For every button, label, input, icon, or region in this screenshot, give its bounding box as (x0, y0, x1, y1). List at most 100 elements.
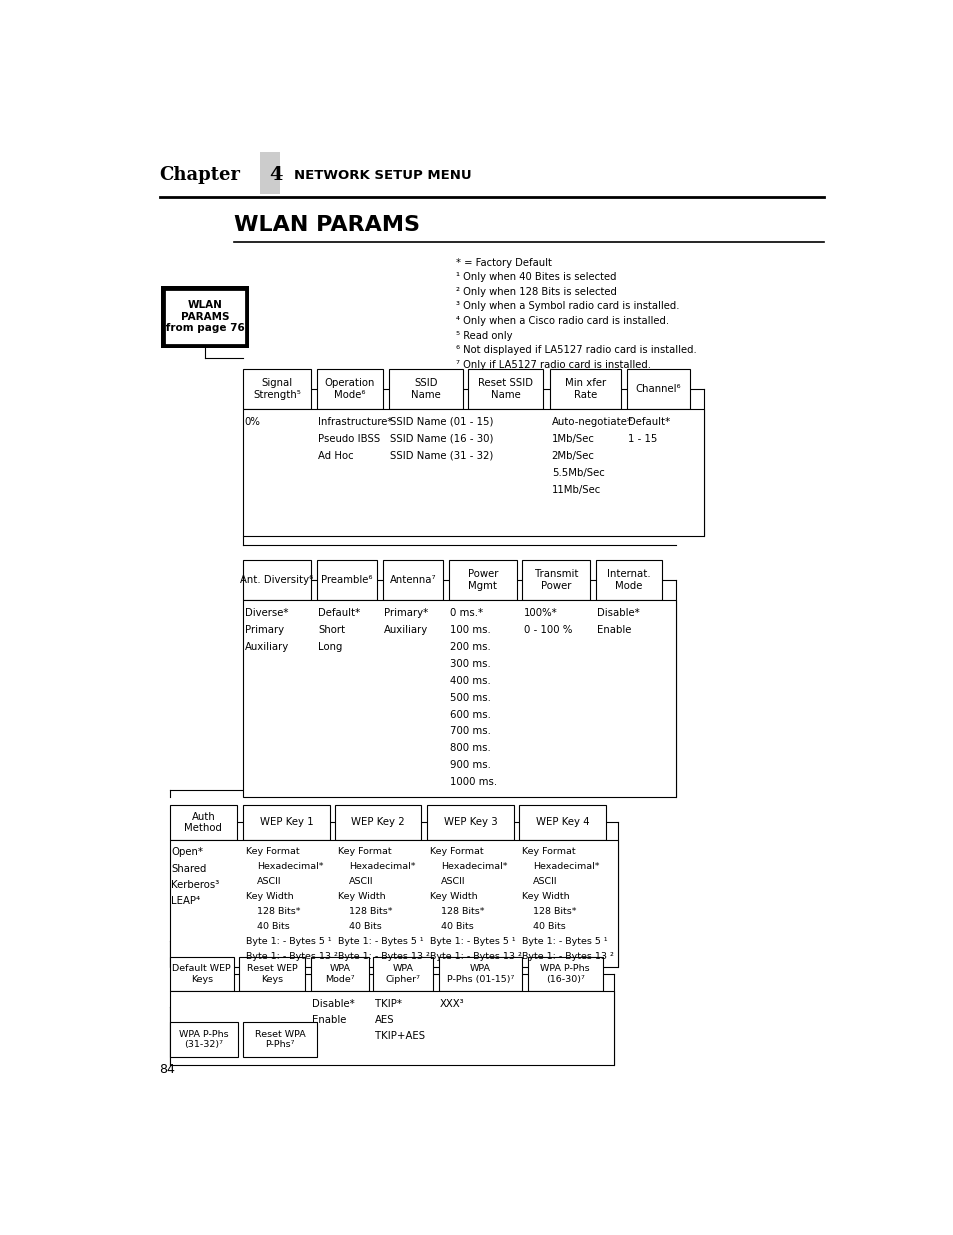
Text: Hexadecimal*: Hexadecimal* (348, 862, 415, 872)
Text: WEP Key 4: WEP Key 4 (536, 818, 589, 827)
Text: 500 ms.: 500 ms. (450, 693, 491, 703)
Text: 100 ms.: 100 ms. (450, 625, 491, 635)
FancyBboxPatch shape (311, 957, 369, 992)
Text: 5.5Mb/Sec: 5.5Mb/Sec (551, 468, 604, 478)
Text: 100%*: 100%* (523, 608, 557, 618)
Text: Reset SSID
Name: Reset SSID Name (477, 378, 533, 400)
Text: Byte 1: - Bytes 13 ²: Byte 1: - Bytes 13 ² (430, 952, 521, 962)
Text: 4: 4 (270, 167, 283, 184)
Text: TKIP+AES: TKIP+AES (375, 1031, 425, 1041)
Text: 40 Bits: 40 Bits (348, 923, 381, 931)
Text: * = Factory Default: * = Factory Default (456, 258, 552, 268)
Text: Key Format: Key Format (521, 847, 576, 856)
Text: 40 Bits: 40 Bits (533, 923, 565, 931)
FancyBboxPatch shape (521, 561, 590, 600)
FancyBboxPatch shape (427, 805, 513, 840)
FancyBboxPatch shape (389, 369, 462, 409)
Text: Power
Mgmt: Power Mgmt (467, 569, 497, 592)
Text: Transmit
Power: Transmit Power (534, 569, 578, 592)
Text: WPA
Cipher⁷: WPA Cipher⁷ (385, 965, 420, 984)
FancyBboxPatch shape (382, 561, 443, 600)
Text: 11Mb/Sec: 11Mb/Sec (551, 484, 600, 495)
FancyBboxPatch shape (335, 805, 421, 840)
Text: ² Only when 128 Bits is selected: ² Only when 128 Bits is selected (456, 287, 617, 296)
Text: 2Mb/Sec: 2Mb/Sec (551, 451, 594, 461)
Text: Signal
Strength⁵: Signal Strength⁵ (253, 378, 300, 400)
Text: Byte 1: - Bytes 5 ¹: Byte 1: - Bytes 5 ¹ (337, 937, 423, 946)
FancyBboxPatch shape (448, 561, 517, 600)
Text: Reset WPA
P-Phs⁷: Reset WPA P-Phs⁷ (254, 1030, 305, 1050)
Text: Default WEP
Keys: Default WEP Keys (172, 965, 231, 984)
Text: Infrastructure*: Infrastructure* (318, 417, 393, 427)
Text: WPA P-Phs
(16-30)⁷: WPA P-Phs (16-30)⁷ (540, 965, 590, 984)
Text: LEAP⁴: LEAP⁴ (171, 895, 200, 905)
FancyBboxPatch shape (438, 957, 521, 992)
Text: Primary: Primary (245, 625, 284, 635)
Text: 84: 84 (159, 1063, 175, 1076)
Text: Key Format: Key Format (337, 847, 391, 856)
Text: Auxiliary: Auxiliary (245, 642, 289, 652)
Text: 900 ms.: 900 ms. (450, 761, 491, 771)
Text: 300 ms.: 300 ms. (450, 658, 491, 668)
Text: 128 Bits*: 128 Bits* (440, 908, 484, 916)
FancyBboxPatch shape (518, 805, 605, 840)
Text: Hexadecimal*: Hexadecimal* (440, 862, 507, 872)
FancyBboxPatch shape (596, 561, 661, 600)
Text: TKIP*: TKIP* (375, 999, 401, 1009)
Text: Reset WEP
Keys: Reset WEP Keys (247, 965, 297, 984)
Text: Diverse*: Diverse* (245, 608, 288, 618)
Text: SSID Name (31 - 32): SSID Name (31 - 32) (390, 451, 494, 461)
Text: Preamble⁶: Preamble⁶ (321, 576, 373, 585)
Text: Disable*: Disable* (597, 608, 639, 618)
Text: 128 Bits*: 128 Bits* (348, 908, 392, 916)
Text: WEP Key 3: WEP Key 3 (443, 818, 497, 827)
Text: Key Width: Key Width (246, 893, 294, 902)
Text: ⁵ Read only: ⁵ Read only (456, 331, 513, 341)
FancyBboxPatch shape (161, 287, 249, 347)
Text: ASCII: ASCII (533, 877, 558, 887)
FancyBboxPatch shape (243, 1023, 316, 1057)
Text: Byte 1: - Bytes 13 ²: Byte 1: - Bytes 13 ² (246, 952, 338, 962)
Text: 40 Bits: 40 Bits (440, 923, 473, 931)
Text: ⁴ Only when a Cisco radio card is installed.: ⁴ Only when a Cisco radio card is instal… (456, 316, 669, 326)
FancyBboxPatch shape (373, 957, 433, 992)
Text: Short: Short (318, 625, 345, 635)
Text: Primary*: Primary* (384, 608, 428, 618)
Text: 0%: 0% (245, 417, 260, 427)
FancyBboxPatch shape (243, 561, 311, 600)
Text: Ad Hoc: Ad Hoc (318, 451, 354, 461)
FancyBboxPatch shape (170, 805, 236, 840)
Text: Key Format: Key Format (430, 847, 483, 856)
Text: AES: AES (375, 1015, 395, 1025)
Text: Enable: Enable (312, 1015, 346, 1025)
Text: ASCII: ASCII (257, 877, 281, 887)
Text: Antenna⁷: Antenna⁷ (390, 576, 436, 585)
FancyBboxPatch shape (316, 369, 382, 409)
Text: 700 ms.: 700 ms. (450, 726, 491, 736)
Text: 1 - 15: 1 - 15 (628, 433, 658, 443)
Text: 0 ms.*: 0 ms.* (450, 608, 483, 618)
Text: Operation
Mode⁶: Operation Mode⁶ (324, 378, 375, 400)
Text: WPA
P-Phs (01-15)⁷: WPA P-Phs (01-15)⁷ (446, 965, 514, 984)
Text: 128 Bits*: 128 Bits* (257, 908, 300, 916)
Text: Enable: Enable (597, 625, 631, 635)
Text: 40 Bits: 40 Bits (257, 923, 290, 931)
Text: Chapter: Chapter (159, 167, 240, 184)
Text: 400 ms.: 400 ms. (450, 676, 491, 685)
Text: ⁷ Only if LA5127 radio card is installed.: ⁷ Only if LA5127 radio card is installed… (456, 359, 651, 370)
Text: Pseudo IBSS: Pseudo IBSS (318, 433, 380, 443)
Text: 1000 ms.: 1000 ms. (450, 777, 497, 787)
Text: 0 - 100 %: 0 - 100 % (523, 625, 572, 635)
Text: SSID Name (16 - 30): SSID Name (16 - 30) (390, 433, 494, 443)
Text: ⁶ Not displayed if LA5127 radio card is installed.: ⁶ Not displayed if LA5127 radio card is … (456, 346, 697, 356)
Text: SSID
Name: SSID Name (411, 378, 440, 400)
FancyBboxPatch shape (170, 992, 614, 1065)
FancyBboxPatch shape (243, 369, 311, 409)
Text: Shared: Shared (171, 863, 207, 873)
Text: NETWORK SETUP MENU: NETWORK SETUP MENU (294, 169, 471, 182)
Text: ³ Only when a Symbol radio card is installed.: ³ Only when a Symbol radio card is insta… (456, 301, 679, 311)
Text: Open*: Open* (171, 847, 203, 857)
Text: Byte 1: - Bytes 13 ²: Byte 1: - Bytes 13 ² (521, 952, 614, 962)
FancyBboxPatch shape (468, 369, 542, 409)
Text: Key Width: Key Width (521, 893, 569, 902)
